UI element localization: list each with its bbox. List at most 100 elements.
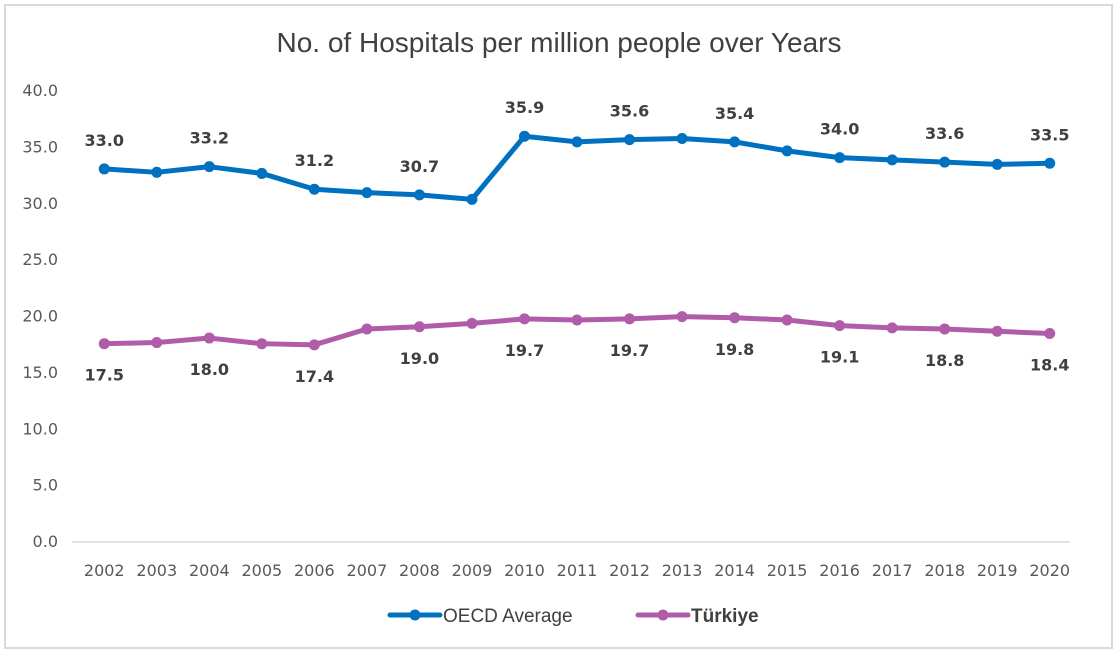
data-point [781, 314, 793, 326]
x-tick-label: 2011 [557, 561, 598, 580]
data-point [98, 338, 110, 350]
x-tick-label: 2017 [872, 561, 913, 580]
legend-label: OECD Average [443, 606, 573, 627]
series-t-rkiye [98, 311, 1056, 351]
y-axis: 0.0 5.0 10.0 15.0 20.0 25.0 30.0 35.0 40.0 [22, 81, 58, 551]
x-tick-label: 2010 [504, 561, 545, 580]
x-tick-label: 2015 [767, 561, 808, 580]
x-tick-label: 2014 [714, 561, 755, 580]
data-label: 33.0 [85, 131, 124, 150]
x-tick-label: 2016 [819, 561, 860, 580]
legend-item: Türkiye [635, 606, 759, 627]
data-point [256, 167, 268, 179]
data-label: 33.5 [1030, 125, 1069, 144]
data-label: 17.5 [85, 366, 124, 385]
x-tick-label: 2004 [189, 561, 230, 580]
data-label: 19.0 [400, 349, 439, 368]
data-point [203, 161, 215, 173]
data-label: 35.4 [715, 104, 754, 123]
series-layer [98, 130, 1056, 351]
data-point [1044, 328, 1056, 340]
data-label: 18.4 [1030, 356, 1069, 375]
x-tick-label: 2012 [609, 561, 650, 580]
legend-marker-icon [657, 609, 669, 621]
data-point [729, 312, 741, 324]
y-tick-label: 20.0 [22, 307, 58, 326]
data-label: 33.6 [925, 124, 964, 143]
x-tick-label: 2005 [241, 561, 282, 580]
data-point [308, 339, 320, 351]
x-tick-label: 2018 [924, 561, 965, 580]
x-tick-label: 2002 [84, 561, 125, 580]
data-label: 17.4 [295, 367, 334, 386]
data-point [991, 325, 1003, 337]
data-point [729, 136, 741, 148]
legend-marker-icon [409, 609, 421, 621]
data-point [886, 154, 898, 166]
data-label: 35.9 [505, 98, 544, 117]
data-label: 18.0 [190, 360, 229, 379]
data-point [413, 189, 425, 201]
legend-label: Türkiye [691, 606, 759, 627]
data-label: 34.0 [820, 120, 859, 139]
data-label: 31.2 [295, 151, 334, 170]
data-point [151, 166, 163, 178]
data-label: 18.8 [925, 351, 964, 370]
data-point [256, 338, 268, 350]
y-tick-label: 5.0 [33, 476, 58, 495]
x-tick-label: 2020 [1029, 561, 1070, 580]
y-tick-label: 30.0 [22, 194, 58, 213]
data-point [939, 323, 951, 335]
data-labels: 33.0 33.2 31.2 30.7 35.9 35.6 35.4 34.0 33.6 33.5… [85, 98, 1070, 386]
data-label: 19.7 [610, 341, 649, 360]
data-point [361, 323, 373, 335]
data-point [939, 156, 951, 168]
x-tick-label: 2007 [347, 561, 388, 580]
data-point [466, 317, 478, 329]
y-tick-label: 25.0 [22, 250, 58, 269]
data-point [676, 311, 688, 323]
x-tick-label: 2008 [399, 561, 440, 580]
data-point [203, 332, 215, 344]
x-axis: 2002 2003 2004 2005 2006 2007 2008 2009 2010 2011… [72, 541, 1070, 580]
data-label: 33.2 [190, 129, 229, 148]
x-tick-label: 2009 [452, 561, 493, 580]
data-label: 19.7 [505, 341, 544, 360]
data-point [518, 313, 530, 325]
data-point [151, 337, 163, 349]
data-point [781, 145, 793, 157]
data-label: 30.7 [400, 157, 439, 176]
x-tick-label: 2006 [294, 561, 335, 580]
y-tick-label: 15.0 [22, 363, 58, 382]
legend-item: OECD Average [387, 606, 573, 627]
data-point [361, 187, 373, 199]
y-tick-label: 0.0 [33, 532, 58, 551]
y-tick-label: 40.0 [22, 81, 58, 100]
data-point [834, 320, 846, 332]
x-tick-label: 2019 [977, 561, 1018, 580]
data-label: 19.1 [820, 348, 859, 367]
y-tick-label: 35.0 [22, 137, 58, 156]
data-point [676, 132, 688, 144]
data-label: 19.8 [715, 340, 754, 359]
legend: OECD Average Türkiye [387, 606, 759, 627]
data-point [308, 183, 320, 195]
x-tick-label: 2013 [662, 561, 703, 580]
data-point [991, 158, 1003, 170]
y-tick-label: 10.0 [22, 419, 58, 438]
x-tick-label: 2003 [136, 561, 177, 580]
data-point [518, 130, 530, 142]
data-point [624, 313, 636, 325]
data-label: 35.6 [610, 102, 649, 121]
data-point [886, 322, 898, 334]
data-point [413, 321, 425, 333]
data-point [834, 152, 846, 164]
data-point [571, 314, 583, 326]
data-point [571, 136, 583, 148]
data-point [98, 163, 110, 175]
data-point [466, 193, 478, 205]
series-oecd-average [98, 130, 1056, 205]
data-point [1044, 157, 1056, 169]
chart-title: No. of Hospitals per million people over… [277, 27, 842, 58]
